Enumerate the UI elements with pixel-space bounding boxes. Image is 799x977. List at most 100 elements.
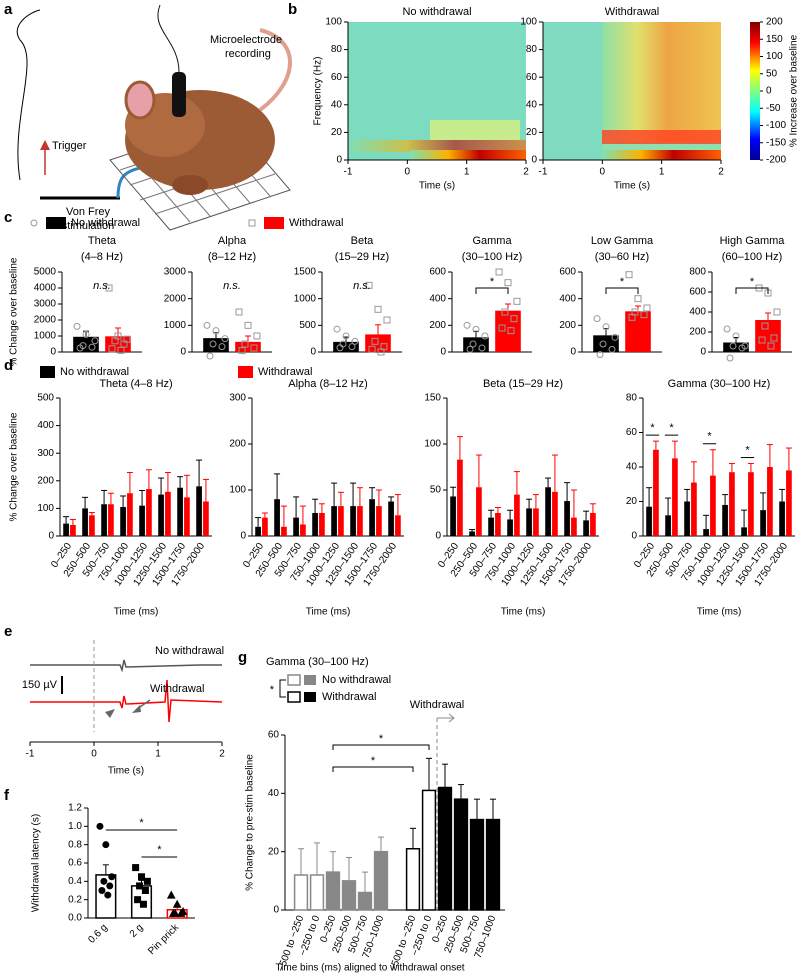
colorbar-tick-label: 150 [766, 34, 783, 45]
data-point [98, 887, 106, 894]
bar [583, 520, 589, 536]
bar [646, 506, 652, 536]
x-axis-label: Time bins (ms) aligned to withdrawal ons… [275, 963, 464, 974]
x-tick-label: 0.6 g [86, 922, 110, 946]
y-tick-label: 0 [440, 347, 446, 358]
bar [146, 489, 152, 536]
legend-significance: * [270, 684, 275, 696]
data-point [88, 343, 96, 351]
data-point [250, 344, 258, 352]
bar [653, 449, 659, 536]
significance-label: * [490, 276, 495, 288]
bar [748, 472, 754, 536]
y-tick-label: 0 [336, 155, 342, 166]
bar [779, 501, 785, 536]
data-point [106, 882, 114, 890]
y-tick-label: 60 [626, 427, 638, 438]
x-tick-label: 0 [91, 749, 97, 760]
chart-title: Alpha [218, 235, 247, 247]
bar [457, 459, 463, 536]
trace-label: No withdrawal [155, 645, 224, 657]
y-tick-label: 1000 [164, 320, 187, 331]
y-tick-label: 1000 [294, 293, 317, 304]
x-tick-label: -1 [539, 167, 548, 178]
data-point [596, 351, 604, 359]
colorbar-tick-label: 200 [766, 17, 783, 28]
y-tick-label: 3000 [34, 299, 57, 310]
bar [274, 499, 280, 536]
bar [571, 517, 577, 536]
legend-swatch [304, 692, 316, 702]
bar [293, 517, 299, 536]
y-tick-label: 20 [626, 496, 638, 507]
y-tick-label: 200 [229, 439, 246, 450]
data-point [108, 345, 116, 353]
data-point [105, 284, 113, 292]
data-point [342, 332, 350, 340]
x-tick-label: 1 [659, 167, 665, 178]
bar [203, 501, 209, 536]
chart-title: Theta (4–8 Hz) [99, 378, 172, 390]
chart-title: Theta [88, 235, 117, 247]
data-point [478, 344, 486, 352]
y-tick-label: 80 [626, 393, 638, 404]
panel-label: e [4, 623, 12, 640]
data-point [767, 342, 775, 350]
data-point [770, 334, 778, 342]
data-point [726, 354, 734, 362]
bar [300, 524, 306, 536]
mouse-ear [124, 80, 156, 120]
scale-bar-label: 150 µV [22, 679, 58, 691]
y-tick-label: 0.8 [68, 839, 82, 850]
data-point [203, 321, 211, 329]
paw [172, 175, 208, 195]
colorbar-tick-label: -150 [766, 137, 786, 148]
legend-swatch [264, 217, 284, 229]
bar [760, 510, 766, 536]
y-axis-label: % Change over baseline [9, 412, 20, 521]
chart-title: Beta (15–29 Hz) [483, 378, 563, 390]
filament [116, 166, 141, 199]
legend-swatch [287, 691, 301, 703]
bar [139, 505, 145, 536]
data-point [221, 335, 229, 343]
data-point [136, 882, 144, 890]
data-point [371, 337, 379, 345]
y-tick-label: 400 [37, 420, 54, 431]
illustration-label: Von Frey [66, 206, 111, 218]
bar [476, 487, 482, 536]
x-axis-label: Time (ms) [501, 607, 546, 618]
bar [514, 494, 520, 536]
bar [437, 786, 453, 911]
data-point [761, 322, 769, 330]
data-point [218, 343, 226, 351]
y-tick-label: 400 [429, 293, 446, 304]
bar [319, 513, 325, 536]
data-point [481, 332, 489, 340]
bar [741, 527, 747, 536]
legend-label: No withdrawal [60, 366, 129, 378]
data-point [504, 279, 512, 287]
y-tick-label: 50 [430, 485, 442, 496]
y-tick-label: 100 [325, 17, 342, 28]
data-point [348, 343, 356, 351]
y-tick-label: 500 [37, 393, 54, 404]
y-tick-label: 0 [310, 347, 316, 358]
legend-label: Withdrawal [258, 366, 312, 378]
data-point [510, 315, 518, 323]
y-tick-label: 20 [331, 127, 343, 138]
y-tick-label: 1000 [34, 331, 57, 342]
electrode-wire [157, 4, 180, 73]
y-tick-label: 800 [689, 267, 706, 278]
bar [331, 506, 337, 536]
data-point [102, 841, 110, 849]
y-tick-label: 600 [429, 267, 446, 278]
y-tick-label: 2000 [34, 315, 57, 326]
bar [338, 506, 344, 536]
bar [369, 499, 375, 536]
bar [177, 487, 183, 536]
x-tick-label: Pin prick [146, 922, 182, 958]
legend-swatch [238, 366, 253, 378]
significance-label: * [379, 733, 384, 745]
